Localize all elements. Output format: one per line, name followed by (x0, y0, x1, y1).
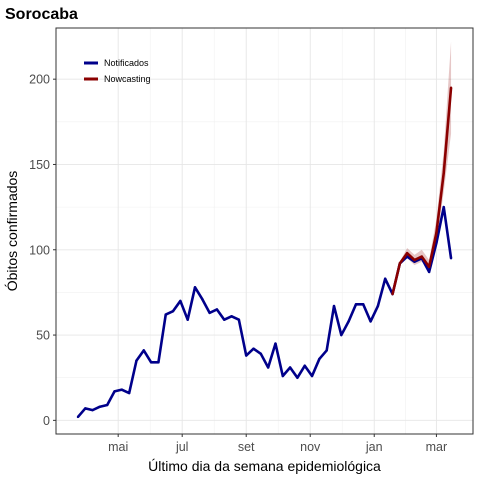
data-point-nowcasting (442, 171, 445, 175)
data-point-notificados (288, 366, 292, 369)
legend-item: Nowcasting (84, 74, 151, 84)
data-point-notificados (325, 349, 328, 352)
data-point-nowcasting (391, 292, 394, 296)
legend-label: Nowcasting (104, 74, 151, 84)
data-point-nowcasting (405, 251, 409, 255)
data-point-notificados (193, 286, 197, 289)
data-point-notificados (223, 318, 226, 321)
data-point-notificados (157, 361, 160, 364)
data-point-notificados (362, 303, 365, 306)
x-tick-label: nov (300, 440, 321, 454)
data-point-notificados (274, 342, 277, 345)
data-point-notificados (230, 315, 233, 318)
data-point-notificados (127, 391, 131, 395)
data-point-notificados (310, 374, 314, 378)
panel-border (55, 27, 474, 435)
data-point-notificados (179, 299, 182, 303)
data-point-notificados (303, 364, 306, 367)
data-point-notificados (427, 270, 431, 274)
x-tick-label: jan (365, 440, 383, 454)
data-point-notificados (332, 304, 336, 308)
data-point-nowcasting (413, 258, 416, 262)
data-point-notificados (384, 277, 387, 280)
data-point-notificados (449, 257, 453, 260)
series-lines (76, 86, 453, 419)
y-tick-label: 50 (36, 329, 50, 343)
y-tick-label: 150 (29, 158, 50, 172)
data-point-notificados (76, 415, 80, 419)
data-point-nowcasting (398, 262, 402, 265)
data-point-notificados (208, 311, 211, 315)
data-point-notificados (296, 376, 299, 379)
data-point-notificados (120, 388, 124, 391)
legend: Notificados Nowcasting (84, 58, 151, 84)
data-point-notificados (369, 320, 372, 323)
data-point-notificados (340, 333, 343, 337)
data-point-notificados (252, 347, 255, 350)
y-tick-label: 0 (43, 414, 50, 428)
data-point-notificados (435, 241, 438, 245)
data-point-notificados (376, 304, 380, 308)
data-point-notificados (106, 403, 109, 407)
data-point-notificados (142, 349, 145, 352)
data-point-notificados (164, 313, 167, 316)
data-point-notificados (245, 354, 248, 357)
x-axis-ticks: mai jul set nov jan mar (108, 434, 447, 454)
data-point-nowcasting (427, 265, 431, 269)
data-point-nowcasting (449, 86, 453, 89)
data-point-notificados (91, 408, 94, 412)
data-point-notificados (281, 374, 284, 378)
data-point-notificados (135, 359, 138, 362)
data-point-notificados (266, 366, 270, 369)
x-axis-title: Último dia da semana epidemiológica (148, 458, 381, 474)
series-notificados (76, 205, 453, 419)
y-axis-title: Óbitos confirmados (4, 171, 20, 292)
gridlines (56, 28, 473, 434)
x-tick-label: set (238, 440, 255, 454)
chart-title: Sorocaba (5, 6, 78, 23)
legend-label: Notificados (104, 58, 149, 68)
series-line-nowcasting (391, 87, 453, 295)
data-point-notificados (98, 405, 102, 408)
data-point-notificados (347, 320, 350, 323)
data-point-notificados (259, 352, 263, 356)
data-point-notificados (84, 407, 87, 410)
data-point-nowcasting (420, 255, 423, 258)
data-point-notificados (113, 390, 116, 393)
data-point-notificados (237, 318, 241, 321)
y-tick-label: 100 (29, 243, 50, 257)
data-point-notificados (318, 357, 321, 361)
data-point-notificados (201, 298, 204, 301)
x-tick-label: mai (108, 440, 128, 454)
legend-item: Notificados (84, 58, 149, 68)
data-point-notificados (171, 309, 175, 313)
data-point-notificados (442, 205, 445, 209)
x-tick-label: jul (175, 440, 189, 454)
data-point-notificados (215, 308, 219, 311)
data-point-notificados (149, 361, 153, 364)
data-point-notificados (186, 318, 189, 321)
series-nowcasting (391, 86, 453, 296)
data-point-nowcasting (435, 231, 438, 234)
x-tick-label: mar (426, 440, 448, 454)
y-tick-label: 200 (29, 73, 50, 87)
data-point-notificados (354, 303, 358, 306)
series-line-notificados (76, 205, 453, 418)
y-axis-ticks: 0 50 100 150 200 (29, 73, 56, 428)
